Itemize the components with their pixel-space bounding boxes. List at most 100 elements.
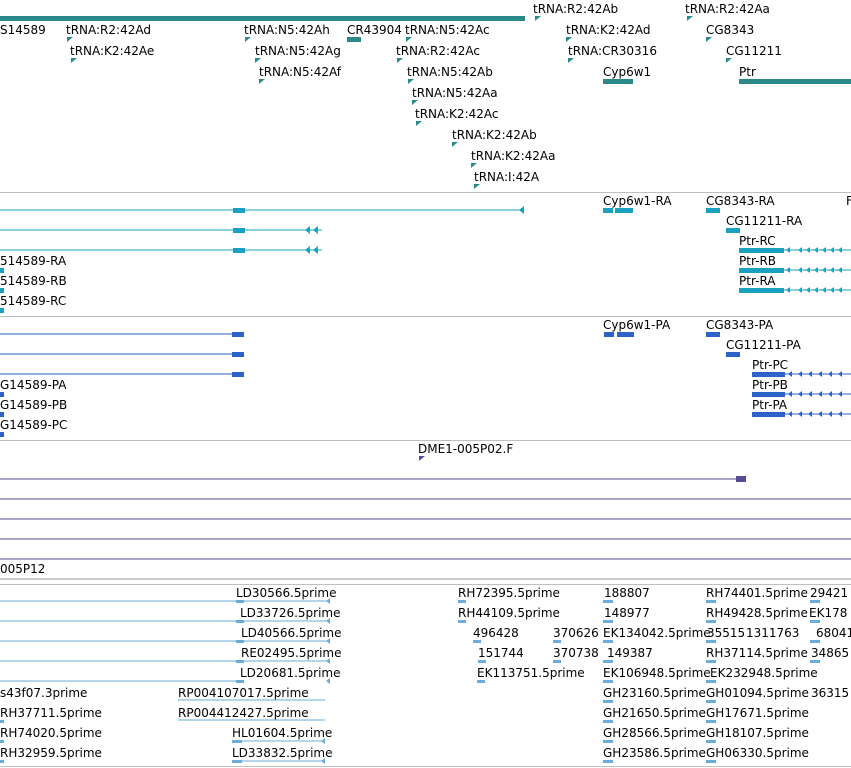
est-label[interactable]: 1311763 [746, 626, 800, 640]
transcript-label[interactable]: 514589-RB [0, 274, 67, 288]
protein-label[interactable]: Ptr-PA [752, 398, 788, 412]
gene-label[interactable]: tRNA:N5:42Ag [255, 44, 341, 58]
gene-label[interactable]: tRNA:CR30316 [568, 44, 657, 58]
est-block[interactable] [706, 700, 716, 703]
gene-bar[interactable] [0, 16, 525, 21]
transcript-exon[interactable] [233, 228, 245, 233]
feature-glyph[interactable] [0, 268, 4, 273]
est-block[interactable] [603, 620, 613, 623]
protein-label[interactable]: G14589-PC [0, 418, 68, 432]
est-label[interactable]: GH06330.5prime [706, 746, 809, 760]
est-block[interactable] [458, 620, 466, 623]
est-block[interactable] [810, 640, 820, 643]
transcript-label[interactable]: Ptr-RC [739, 234, 776, 248]
est-label[interactable]: RH37711.5prime [0, 706, 102, 720]
est-block[interactable] [236, 660, 244, 663]
gene-label[interactable]: tRNA:N5:42Af [259, 65, 341, 79]
transcript-label[interactable]: CG11211-RA [726, 214, 803, 228]
est-label[interactable]: LD33726.5prime [240, 606, 341, 620]
gene-label[interactable]: CR43904 [347, 23, 402, 37]
est-label[interactable]: RH49428.5prime [706, 606, 808, 620]
est-label[interactable]: GH18107.5prime [706, 726, 809, 740]
est-label[interactable]: 29421 [810, 586, 849, 600]
est-label[interactable]: 36315 [811, 686, 850, 700]
est-block[interactable] [706, 640, 716, 643]
protein-exon[interactable] [604, 332, 614, 337]
est-label[interactable]: LD20681.5prime [240, 666, 341, 680]
est-block[interactable] [603, 640, 613, 643]
est-block[interactable] [603, 600, 613, 603]
est-label[interactable]: EK178 [809, 606, 848, 620]
est-label[interactable]: GH01094.5prime [706, 686, 809, 700]
transcript-label[interactable]: Ptr-RA [739, 274, 776, 288]
gene-label[interactable]: tRNA:R2:42Ab [533, 2, 619, 16]
gene-label[interactable]: Cyp6w1 [603, 65, 652, 79]
feature-glyph[interactable] [0, 288, 4, 293]
gene-label[interactable]: tRNA:K2:42Ad [566, 23, 651, 37]
feature-glyph[interactable] [0, 308, 4, 313]
est-label[interactable]: RH32959.5prime [0, 746, 102, 760]
est-label[interactable]: s43f07.3prime [0, 686, 88, 700]
transcript-exon[interactable] [233, 208, 245, 213]
gene-label[interactable]: tRNA:I:42A [474, 170, 540, 184]
est-label[interactable]: GH23586.5prime [603, 746, 706, 760]
est-block[interactable] [603, 680, 613, 683]
gene-label[interactable]: tRNA:R2:42Aa [685, 2, 770, 16]
protein-exon[interactable] [232, 352, 244, 357]
est-label[interactable]: 370626 [553, 626, 599, 640]
gene-label[interactable]: tRNA:K2:42Ac [415, 107, 499, 121]
est-label[interactable]: GH21650.5prime [603, 706, 706, 720]
gene-label[interactable]: CG8343 [706, 23, 755, 37]
est-label[interactable]: 496428 [473, 626, 519, 640]
gene-label[interactable]: tRNA:R2:42Ac [396, 44, 480, 58]
est-block[interactable] [810, 620, 820, 623]
est-label[interactable]: 34865 [811, 646, 850, 660]
gene-label[interactable]: Ptr [739, 65, 756, 79]
feature-glyph[interactable] [0, 392, 4, 397]
transcript-exon[interactable] [706, 208, 720, 213]
est-block[interactable] [706, 620, 716, 623]
est-block[interactable] [706, 720, 716, 723]
gene-bar[interactable] [603, 79, 633, 84]
est-block[interactable] [458, 600, 466, 603]
est-label[interactable]: LD33832.5prime [232, 746, 333, 760]
est-label[interactable]: LD40566.5prime [241, 626, 342, 640]
est-label[interactable]: 68041 [816, 626, 851, 640]
est-label[interactable]: EK134042.5prime [603, 626, 711, 640]
est-block[interactable] [706, 680, 716, 683]
est-label[interactable]: LD30566.5prime [236, 586, 337, 600]
gene-bar[interactable] [739, 79, 851, 84]
est-label[interactable]: GH28566.5prime [603, 726, 706, 740]
transcript-exon[interactable] [603, 208, 613, 213]
protein-exon[interactable] [706, 332, 720, 337]
est-label[interactable]: RP004107017.5prime [178, 686, 309, 700]
est-block[interactable] [236, 600, 244, 603]
est-block[interactable] [236, 620, 244, 623]
protein-exon[interactable] [726, 352, 740, 357]
protein-label[interactable]: G14589-PA [0, 378, 67, 392]
clone-end[interactable] [736, 476, 746, 482]
protein-label[interactable]: Ptr-PC [752, 358, 789, 372]
est-label[interactable]: EK106948.5prime [603, 666, 711, 680]
est-block[interactable] [603, 660, 613, 663]
feature-glyph[interactable] [0, 432, 4, 437]
est-label[interactable]: RH74401.5prime [706, 586, 808, 600]
est-label[interactable]: 35515 [707, 626, 746, 640]
est-block[interactable] [603, 760, 613, 763]
protein-label[interactable]: CG11211-PA [726, 338, 801, 352]
transcript-exon[interactable] [615, 208, 633, 213]
est-block[interactable] [553, 660, 561, 663]
est-block[interactable] [553, 640, 561, 643]
gene-label[interactable]: tRNA:N5:42Aa [412, 86, 498, 100]
gene-label[interactable]: tRNA:N5:42Ab [407, 65, 493, 79]
est-block[interactable] [478, 660, 486, 663]
est-block[interactable] [810, 660, 820, 663]
est-block[interactable] [0, 760, 4, 763]
protein-exon[interactable] [232, 332, 244, 337]
transcript-label[interactable]: Cyp6w1-RA [603, 194, 672, 208]
est-label[interactable]: RH44109.5prime [458, 606, 560, 620]
est-label[interactable]: 188807 [604, 586, 650, 600]
est-label[interactable]: GH17671.5prime [706, 706, 809, 720]
transcript-exon[interactable] [726, 228, 740, 233]
